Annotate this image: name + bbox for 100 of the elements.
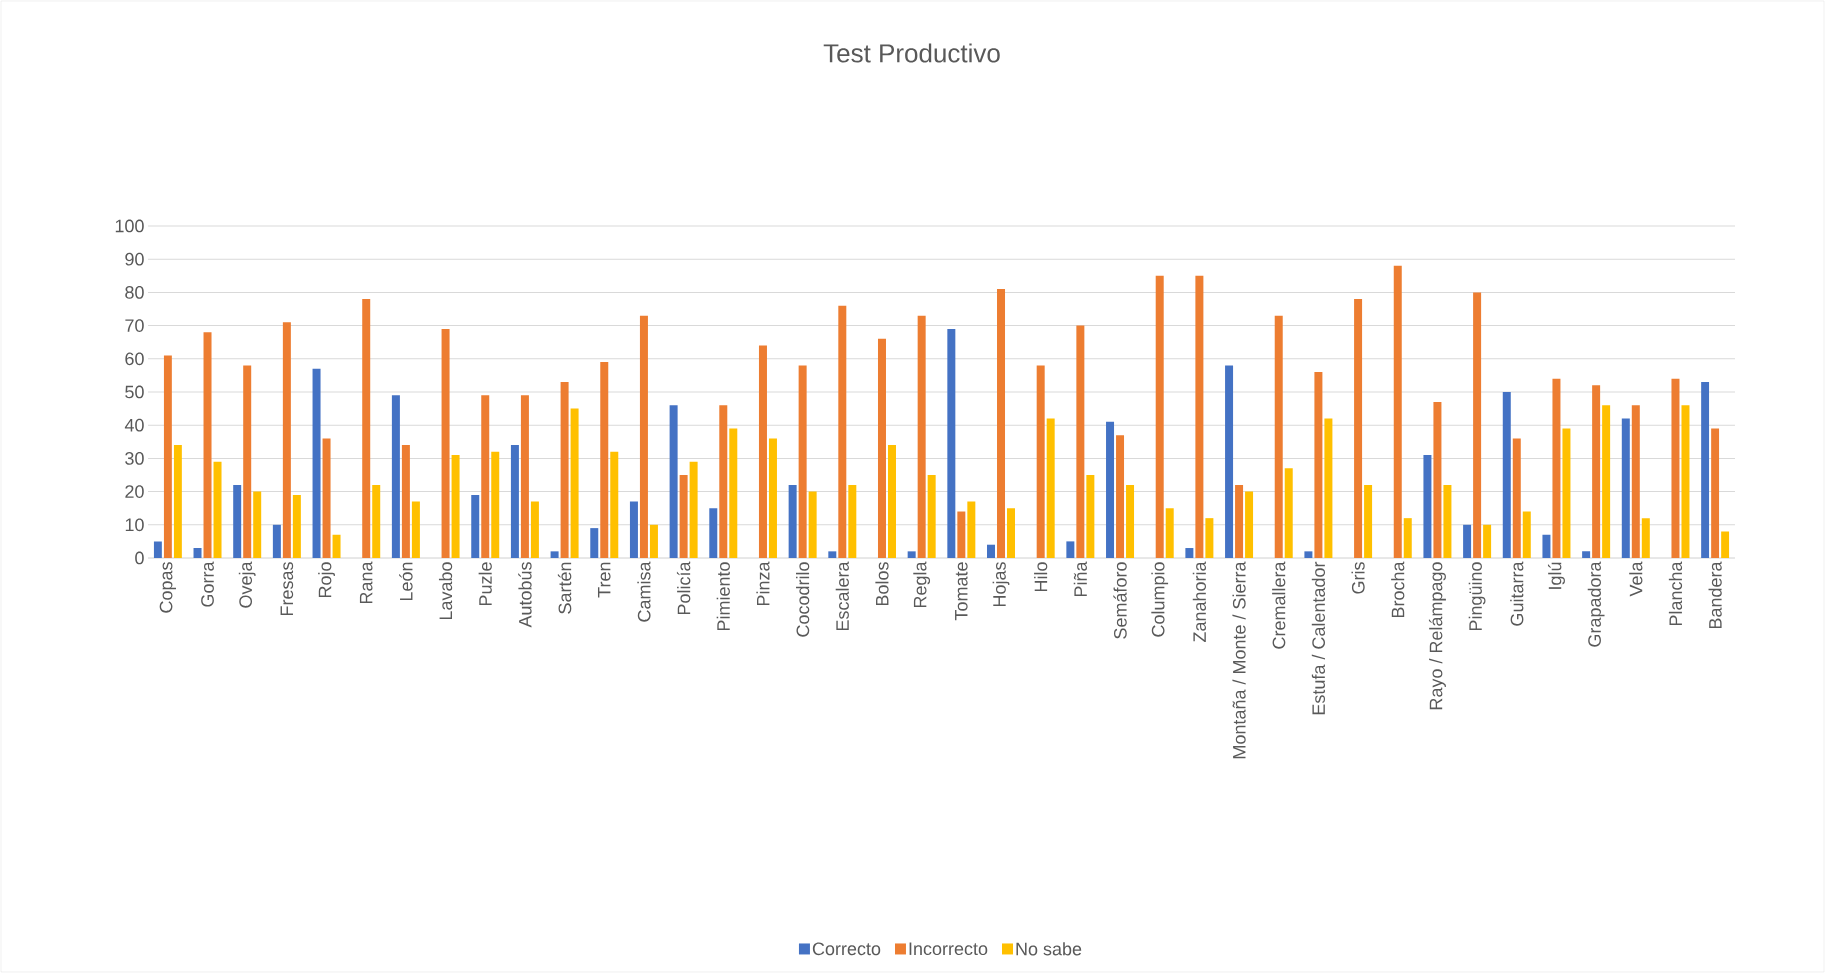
x-tick-label: Montaña / Monte / Sierra bbox=[1232, 561, 1246, 759]
y-tick-label: 60 bbox=[125, 352, 144, 366]
bar bbox=[997, 289, 1006, 558]
legend-label: Incorrecto bbox=[909, 942, 988, 956]
bar bbox=[1354, 299, 1363, 558]
x-tick-label: Brocha bbox=[1391, 561, 1405, 618]
bar bbox=[1165, 508, 1174, 558]
x-tick-label: Oveja bbox=[238, 561, 256, 608]
bar bbox=[1552, 378, 1561, 558]
bar bbox=[1502, 391, 1511, 558]
bar bbox=[1007, 508, 1016, 558]
bar bbox=[411, 501, 420, 558]
bar bbox=[173, 445, 182, 558]
x-tick-label: Puzle bbox=[478, 562, 492, 606]
y-tick-label: 70 bbox=[125, 319, 144, 332]
bar bbox=[570, 408, 579, 558]
bar bbox=[550, 551, 559, 558]
bar bbox=[1681, 405, 1690, 558]
bar bbox=[610, 451, 619, 558]
x-tick-label: Pingüino bbox=[1468, 562, 1486, 631]
x-tick-label: Piña bbox=[1073, 561, 1087, 597]
bar bbox=[1592, 385, 1601, 558]
bar bbox=[203, 332, 212, 558]
bar bbox=[957, 511, 966, 558]
bar bbox=[1046, 418, 1055, 558]
bar bbox=[1621, 418, 1630, 558]
y-tick-label: 20 bbox=[125, 485, 144, 498]
x-tick-label: Fresas bbox=[280, 562, 294, 616]
bar bbox=[471, 494, 480, 558]
bar bbox=[729, 428, 738, 558]
y-tick-label: 80 bbox=[125, 286, 144, 299]
x-tick-label: Estufa / Calentador bbox=[1311, 561, 1326, 715]
x-tick-label: Bandera bbox=[1708, 561, 1722, 629]
bar bbox=[649, 524, 658, 558]
bar bbox=[243, 365, 252, 558]
bar bbox=[1721, 531, 1730, 558]
x-tick-label: Cremallera bbox=[1272, 561, 1286, 649]
bar bbox=[1066, 541, 1075, 558]
bar bbox=[590, 528, 599, 558]
bar bbox=[1245, 491, 1254, 558]
x-tick-label: Plancha bbox=[1668, 561, 1683, 626]
bar bbox=[1304, 551, 1313, 558]
x-tick-label: Sartén bbox=[557, 562, 572, 614]
bar bbox=[1671, 378, 1680, 558]
bar bbox=[719, 405, 728, 558]
x-tick-label: Regla bbox=[913, 561, 931, 608]
x-tick-label: Hilo bbox=[1034, 562, 1048, 592]
bar bbox=[768, 438, 777, 558]
bar bbox=[1155, 275, 1164, 558]
bar bbox=[213, 461, 222, 558]
bar bbox=[1641, 518, 1650, 558]
x-tick-label: Tren bbox=[597, 562, 611, 598]
y-tick-label: 30 bbox=[125, 452, 144, 465]
bar bbox=[917, 315, 926, 558]
bar bbox=[322, 438, 331, 558]
x-tick-label: Escalera bbox=[835, 561, 849, 631]
bar bbox=[1235, 484, 1244, 558]
bar bbox=[253, 491, 262, 558]
x-tick-label: Policía bbox=[676, 561, 691, 615]
y-tick-label: 50 bbox=[125, 385, 144, 399]
x-tick-label: Zanahoria bbox=[1192, 561, 1206, 643]
x-tick-label: Pimiento bbox=[716, 562, 730, 631]
y-tick-label: 40 bbox=[124, 418, 144, 432]
x-tick-label: Rayo / Relámpago bbox=[1428, 562, 1446, 710]
bar bbox=[877, 338, 886, 558]
x-tick-label: Grapadora bbox=[1587, 561, 1605, 647]
bar bbox=[362, 299, 371, 558]
x-tick-label: Gris bbox=[1351, 562, 1365, 594]
bar bbox=[887, 445, 896, 558]
y-tick-label: 100 bbox=[115, 219, 144, 233]
bar bbox=[1562, 428, 1571, 558]
bar bbox=[1324, 418, 1333, 558]
bar bbox=[1433, 401, 1442, 558]
bar bbox=[1284, 468, 1293, 558]
bar bbox=[639, 315, 648, 558]
x-tick-label: Gorra bbox=[201, 561, 214, 607]
bar bbox=[1116, 435, 1125, 558]
bar bbox=[1701, 382, 1710, 558]
bar bbox=[1086, 474, 1095, 558]
bar bbox=[1314, 372, 1323, 558]
bar bbox=[967, 501, 976, 558]
bar bbox=[669, 405, 678, 558]
bar bbox=[1126, 484, 1135, 558]
bar bbox=[907, 551, 916, 558]
bar bbox=[510, 445, 519, 558]
x-tick-label: Autobús bbox=[518, 562, 532, 628]
bar bbox=[1602, 405, 1611, 558]
bar bbox=[272, 524, 281, 558]
x-tick-label: Hojas bbox=[992, 562, 1010, 607]
bar bbox=[1463, 524, 1472, 558]
bar bbox=[1483, 524, 1492, 558]
x-tick-label: Pinza bbox=[756, 561, 770, 606]
x-tick-label: Rojo bbox=[318, 562, 335, 598]
bar bbox=[1522, 511, 1531, 558]
bar bbox=[332, 534, 341, 558]
bar bbox=[1631, 405, 1640, 558]
bar bbox=[927, 474, 936, 558]
bar bbox=[828, 551, 837, 558]
bar bbox=[1185, 548, 1194, 558]
legend-label: No sabe bbox=[1016, 942, 1082, 956]
